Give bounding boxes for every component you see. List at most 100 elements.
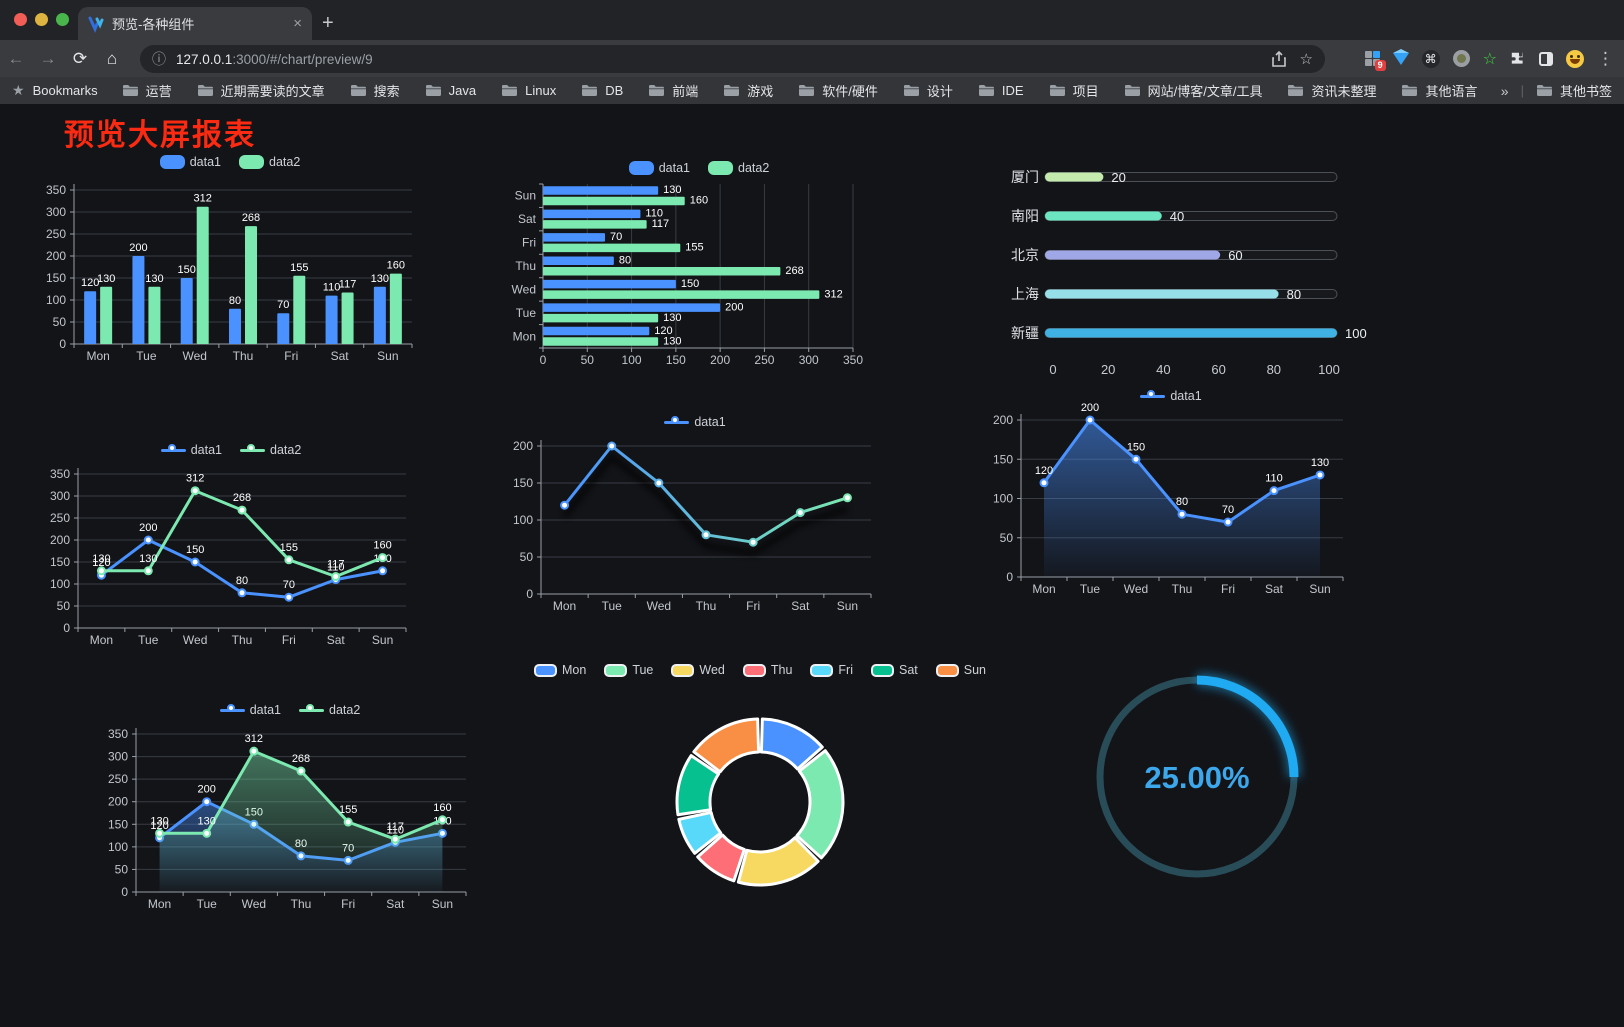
legend-item[interactable]: Tue: [604, 663, 653, 677]
data-point: [155, 828, 165, 838]
svg-text:300: 300: [46, 205, 66, 219]
browser-menu-icon[interactable]: ⋮: [1597, 48, 1614, 68]
legend-item[interactable]: data1: [1140, 389, 1202, 403]
bookmark-folder[interactable]: 网站/博客/文章/工具: [1124, 81, 1262, 100]
new-tab-button[interactable]: +: [322, 12, 334, 34]
svg-text:150: 150: [993, 452, 1013, 466]
bookmark-folder[interactable]: IDE: [978, 83, 1024, 98]
svg-text:Sat: Sat: [386, 897, 405, 911]
bookmark-folder[interactable]: 前端: [648, 81, 698, 100]
bookmark-folder[interactable]: Java: [425, 83, 476, 98]
legend-item[interactable]: data2: [240, 443, 301, 457]
forward-icon[interactable]: →: [39, 48, 57, 68]
legend-item[interactable]: Wed: [671, 663, 725, 677]
url-path: :3000/#/chart/preview/9: [232, 51, 373, 67]
bookmark-folder[interactable]: DB: [581, 83, 623, 98]
bar: [543, 337, 659, 346]
extension-grid-icon[interactable]: 9: [1364, 51, 1386, 71]
browser-tab[interactable]: 预览-各种组件 ×: [78, 7, 312, 40]
bookmark-star-icon[interactable]: ☆: [1299, 51, 1313, 68]
bookmark-folder-label: Linux: [525, 83, 557, 98]
legend-item[interactable]: data1: [160, 443, 222, 457]
bookmarks-overflow-chevron[interactable]: »: [1500, 82, 1509, 99]
bookmarks-label[interactable]: Bookmarks: [32, 83, 98, 98]
svg-text:200: 200: [50, 533, 70, 547]
chart-legend: data1 data2: [100, 700, 480, 720]
folder-icon: [502, 85, 518, 96]
svg-text:250: 250: [108, 772, 128, 786]
bookmark-folder[interactable]: 其他语言: [1401, 81, 1477, 100]
legend-item[interactable]: data1: [159, 155, 221, 169]
data-point: [190, 486, 200, 496]
site-info-icon[interactable]: ⓘ: [152, 51, 166, 67]
tab-close-button[interactable]: ×: [293, 15, 302, 32]
zoom-window-button[interactable]: [56, 13, 69, 26]
extensions-puzzle-icon[interactable]: [1510, 51, 1526, 67]
bookmark-folder[interactable]: 搜索: [350, 81, 400, 100]
extension-star-icon[interactable]: ☆: [1482, 50, 1497, 68]
legend-item[interactable]: data2: [299, 703, 360, 717]
chart-canvas: 25.00%: [1096, 673, 1301, 878]
legend-item[interactable]: Sat: [871, 663, 918, 677]
bookmark-folder[interactable]: 游戏: [723, 81, 773, 100]
share-icon[interactable]: [1271, 50, 1286, 67]
legend-item[interactable]: Thu: [742, 663, 792, 677]
sidebar-toggle-icon[interactable]: [1539, 51, 1553, 66]
data-point: [560, 500, 570, 510]
svg-text:130: 130: [145, 273, 163, 285]
legend-label: Fri: [838, 663, 853, 677]
svg-text:Sat: Sat: [518, 212, 537, 226]
home-icon[interactable]: ⌂: [106, 48, 118, 68]
legend-item[interactable]: data2: [708, 161, 769, 175]
svg-text:100: 100: [1345, 326, 1367, 341]
extension-command-icon[interactable]: ⌘: [1421, 49, 1440, 68]
svg-text:110: 110: [327, 562, 345, 574]
bookmark-folder[interactable]: 资讯未整理: [1287, 81, 1376, 100]
emoji-extension-icon[interactable]: [1566, 49, 1584, 68]
legend-item[interactable]: data1: [628, 161, 690, 175]
bookmark-folder[interactable]: 近期需要读的文章: [197, 81, 325, 100]
chart-legend: data1: [505, 412, 885, 432]
other-bookmarks-folder[interactable]: 其他书签: [1536, 81, 1612, 100]
svg-text:200: 200: [993, 413, 1013, 427]
other-bookmarks-label: 其他书签: [1559, 84, 1612, 99]
bookmark-folder[interactable]: 设计: [903, 81, 953, 100]
legend-item[interactable]: data1: [219, 703, 281, 717]
svg-text:80: 80: [236, 575, 248, 587]
folder-icon: [978, 85, 994, 96]
data-point: [437, 815, 447, 825]
svg-text:Thu: Thu: [515, 259, 536, 273]
bookmark-folder-label: 项目: [1072, 84, 1099, 99]
legend-item[interactable]: data1: [664, 415, 726, 429]
legend-item[interactable]: Sun: [935, 663, 986, 677]
legend-swatch: [533, 663, 557, 677]
page-title: 预览大屏报表: [64, 119, 256, 152]
extension-gem-icon[interactable]: [1392, 48, 1409, 65]
minimize-window-button[interactable]: [35, 13, 48, 26]
bookmark-folder[interactable]: 运营: [122, 81, 172, 100]
legend-label: data2: [329, 703, 361, 717]
legend-swatch: [299, 703, 324, 717]
bookmark-folder-label: 近期需要读的文章: [220, 84, 325, 99]
legend-item[interactable]: Fri: [810, 663, 853, 677]
bar: [325, 295, 338, 344]
pie-slice: [795, 749, 845, 860]
bookmark-folder[interactable]: Linux: [501, 83, 556, 98]
back-icon[interactable]: ←: [7, 48, 25, 68]
close-window-button[interactable]: [14, 13, 27, 26]
chart-canvas: 0 50 100 150 200 250 300 350 Mon Tue Wed Thu Fri Sat S…: [108, 727, 467, 911]
svg-text:150: 150: [1127, 441, 1145, 453]
svg-text:200: 200: [725, 301, 743, 313]
bookmark-folder[interactable]: 软件/硬件: [798, 81, 878, 100]
data-point: [296, 766, 306, 776]
data-point: [378, 553, 388, 563]
svg-text:200: 200: [129, 242, 147, 254]
url-bar[interactable]: ⓘ 127.0.0.1 :3000/#/chart/preview/9 ☆: [140, 45, 1325, 73]
legend-label: Mon: [561, 663, 587, 677]
reload-icon[interactable]: ⟳: [72, 48, 88, 68]
svg-text:50: 50: [581, 353, 595, 367]
bookmark-folder[interactable]: 项目: [1049, 81, 1099, 100]
legend-item[interactable]: Mon: [533, 663, 587, 677]
legend-item[interactable]: data2: [239, 155, 300, 169]
extension-record-icon[interactable]: [1452, 50, 1470, 67]
